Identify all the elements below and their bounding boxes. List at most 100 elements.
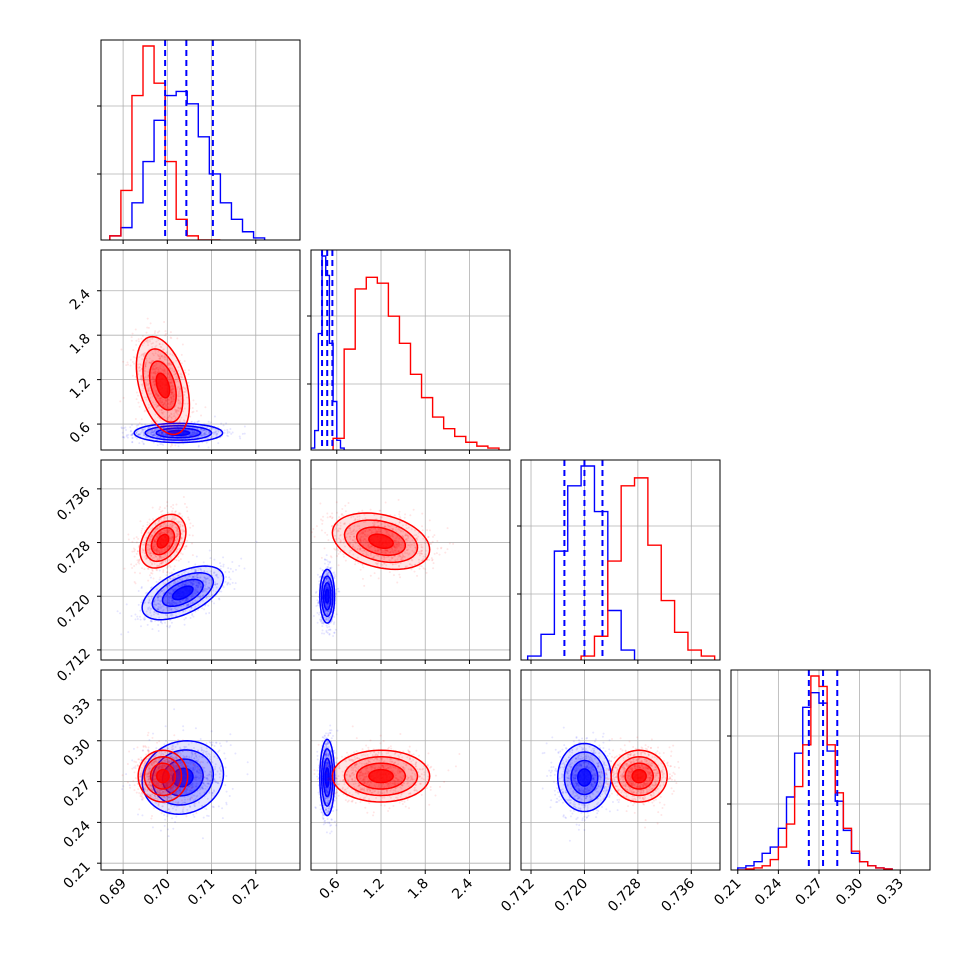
scatter-point — [215, 586, 218, 589]
scatter-point — [147, 607, 150, 610]
scatter-point — [334, 548, 337, 551]
scatter-point — [200, 570, 203, 573]
scatter-point — [207, 446, 210, 449]
scatter-point — [158, 432, 161, 435]
scatter-point — [405, 534, 408, 537]
scatter-point — [146, 427, 149, 430]
scatter-point — [177, 555, 180, 558]
scatter-point — [214, 574, 217, 577]
scatter-point — [155, 362, 158, 365]
scatter-point — [158, 532, 161, 535]
scatter-point — [152, 545, 155, 548]
scatter-point — [157, 370, 160, 373]
scatter-point — [163, 355, 166, 358]
scatter-point — [184, 597, 187, 600]
scatter-point — [157, 416, 160, 419]
scatter-point — [127, 533, 130, 536]
scatter-point — [198, 581, 201, 584]
scatter-point — [148, 599, 151, 602]
scatter-point — [157, 564, 160, 567]
scatter-point — [204, 406, 207, 409]
scatter-point — [170, 417, 173, 420]
scatter-point — [204, 429, 207, 432]
scatter-point — [168, 558, 171, 561]
scatter-point — [180, 573, 183, 576]
scatter-point — [156, 432, 159, 435]
scatter-point — [155, 551, 158, 554]
scatter-point — [153, 540, 156, 543]
scatter-point — [140, 383, 143, 386]
scatter-point — [154, 372, 157, 375]
scatter-point — [169, 619, 172, 622]
scatter-point — [409, 546, 412, 549]
scatter-point — [156, 608, 159, 611]
scatter-point — [179, 407, 182, 410]
scatter-point — [159, 345, 162, 348]
scatter-point — [174, 582, 177, 585]
scatter-point — [203, 429, 206, 432]
histogram-series_b — [737, 675, 893, 870]
scatter-point — [183, 360, 186, 363]
scatter-point — [325, 573, 328, 576]
scatter-point — [158, 569, 161, 572]
scatter-point — [190, 582, 193, 585]
scatter-point — [214, 430, 217, 433]
scatter-point — [154, 523, 157, 526]
scatter-point — [162, 519, 165, 522]
scatter-point — [164, 525, 167, 528]
scatter-point — [196, 585, 199, 588]
scatter-point — [380, 523, 383, 526]
scatter-point — [150, 614, 153, 617]
scatter-point — [203, 432, 206, 435]
scatter-point — [209, 421, 212, 424]
contour-series_a — [320, 575, 334, 618]
scatter-point — [202, 594, 205, 597]
scatter-point — [190, 568, 193, 571]
scatter-point — [168, 608, 171, 611]
scatter-point — [361, 563, 364, 566]
contour-series_b — [150, 527, 176, 556]
scatter-point — [226, 583, 229, 586]
scatter-point — [158, 343, 161, 346]
scatter-point — [180, 552, 183, 555]
scatter-point — [362, 535, 365, 538]
scatter-point — [386, 549, 389, 552]
contour-series_b — [135, 335, 191, 436]
scatter-point — [211, 594, 214, 597]
scatter-point — [201, 435, 204, 438]
scatter-point — [169, 523, 172, 526]
scatter-point — [156, 370, 159, 373]
scatter-point — [189, 526, 192, 529]
scatter-point — [165, 546, 168, 549]
scatter-point — [168, 531, 171, 534]
scatter-point — [150, 431, 153, 434]
scatter-point — [142, 434, 145, 437]
scatter-point — [162, 403, 165, 406]
scatter-point — [167, 406, 170, 409]
scatter-point — [163, 583, 166, 586]
scatter-point — [202, 432, 205, 435]
scatter-point — [203, 590, 206, 593]
scatter-point — [144, 365, 147, 368]
scatter-point — [136, 550, 139, 553]
scatter-point — [164, 334, 167, 337]
contour-series_a — [151, 572, 215, 614]
scatter-point — [433, 534, 436, 537]
scatter-point — [147, 376, 150, 379]
scatter-point — [154, 349, 157, 352]
scatter-point — [213, 431, 216, 434]
scatter-point — [197, 584, 200, 587]
scatter-point — [178, 395, 181, 398]
scatter-point — [161, 432, 164, 435]
scatter-point — [162, 608, 165, 611]
scatter-point — [164, 599, 167, 602]
scatter-point — [158, 533, 161, 536]
scatter-point — [431, 559, 434, 562]
scatter-point — [186, 582, 189, 585]
scatter-point — [327, 579, 330, 582]
scatter-point — [173, 607, 176, 610]
scatter-point — [172, 385, 175, 388]
scatter-point — [327, 570, 330, 573]
scatter-point — [145, 339, 148, 342]
scatter-point — [200, 585, 203, 588]
